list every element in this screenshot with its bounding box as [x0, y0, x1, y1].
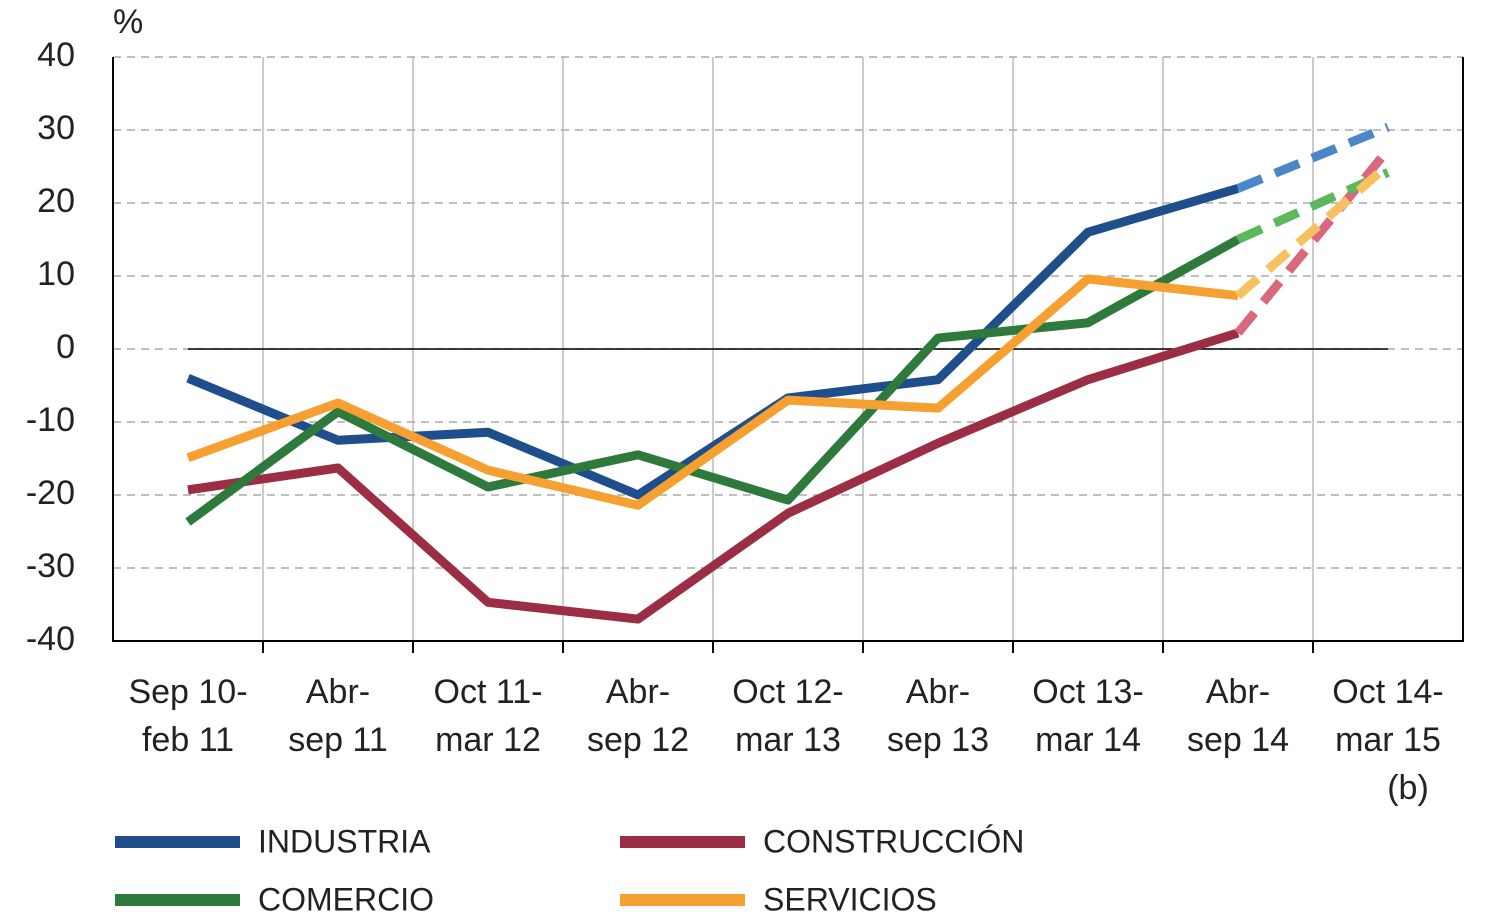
legend-label: INDUSTRIA	[258, 823, 431, 859]
x-tick-label: Oct 13- mar 14	[1032, 673, 1143, 759]
line	[187, 328, 1240, 624]
line	[186, 274, 1239, 510]
legend-label: COMERCIO	[258, 881, 434, 917]
x-tick-label-line: (b)	[1387, 769, 1429, 807]
legend-label: SERVICIOS	[763, 881, 937, 917]
x-tick-label-line: Abr-	[1206, 673, 1270, 711]
x-tick-label: Abr-sep 11	[288, 673, 388, 759]
line	[185, 235, 1241, 526]
x-tick-label-line: Abr-	[606, 673, 670, 711]
y-tick-label: 40	[37, 36, 75, 74]
forecast-line	[1235, 161, 1391, 300]
y-tick-label: -30	[26, 547, 75, 585]
x-tick-label: Oct 12- mar 13	[732, 673, 843, 759]
x-tick-label-line: sep 14	[1187, 721, 1289, 759]
x-tick-label-line: Abr-	[906, 673, 970, 711]
line	[186, 184, 1240, 500]
y-unit: %	[113, 3, 143, 41]
x-tick-label: Abr-sep 13	[887, 673, 989, 759]
x-tick-label: Oct 14- mar 15 (b)	[1332, 673, 1443, 807]
y-tick-label: -20	[26, 474, 75, 512]
y-tick-label: 20	[37, 182, 75, 220]
y-tick-label: 30	[37, 109, 75, 147]
y-tick-label: -10	[26, 401, 75, 439]
legend-label: CONSTRUCCIÓN	[763, 823, 1024, 859]
x-tick-label: Abr-sep 14	[1187, 673, 1289, 759]
x-tick-label-line: Oct 14-	[1332, 673, 1443, 711]
axis	[112, 57, 1464, 642]
x-tick-label: Abr-sep 12	[587, 673, 689, 759]
x-tick-label-line: Oct 13-	[1032, 673, 1143, 711]
x-tick-label-line: Oct 12-	[732, 673, 843, 711]
x-tick-label-line: Abr-	[306, 673, 370, 711]
x-tick-label-line: mar 14	[1035, 721, 1141, 759]
y-tick-label: -40	[26, 620, 75, 658]
x-tick-label-line: sep 12	[587, 721, 689, 759]
y-tick-label: 10	[37, 255, 75, 293]
x-tick-label-line: sep 11	[288, 721, 388, 759]
x-tick-label-line: mar 15	[1335, 721, 1441, 759]
x-tick-label: Sep 10- feb 11	[128, 673, 247, 759]
x-tick-label-line: feb 11	[142, 721, 234, 759]
forecast-line	[1236, 122, 1390, 193]
x-tick-label: Oct 11- mar 12	[434, 673, 543, 759]
x-tick-label-line: Sep 10-	[128, 673, 247, 711]
y-tick-label: 0	[56, 328, 75, 366]
x-tick-label-line: Oct 11-	[434, 673, 543, 711]
x-tick-label-line: mar 13	[735, 721, 841, 759]
x-tick-label-line: mar 12	[435, 721, 541, 759]
x-tick-label-line: sep 13	[887, 721, 989, 759]
